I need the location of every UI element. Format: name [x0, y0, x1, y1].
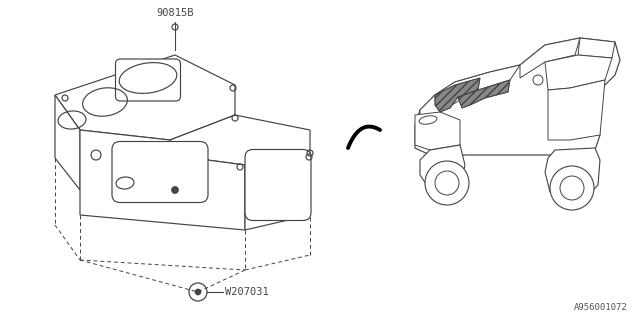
Polygon shape [578, 38, 615, 58]
Polygon shape [80, 130, 245, 230]
Polygon shape [548, 80, 605, 140]
Polygon shape [170, 115, 310, 165]
Polygon shape [545, 55, 612, 90]
Circle shape [425, 161, 469, 205]
Polygon shape [55, 55, 235, 140]
FancyBboxPatch shape [245, 149, 311, 220]
Circle shape [172, 187, 179, 194]
Polygon shape [55, 95, 80, 190]
Text: A956001072: A956001072 [574, 303, 628, 312]
Text: 90815B: 90815B [156, 8, 194, 18]
Polygon shape [458, 80, 510, 108]
Polygon shape [415, 112, 460, 150]
Polygon shape [545, 148, 600, 202]
Polygon shape [415, 38, 620, 155]
Circle shape [550, 166, 594, 210]
Polygon shape [420, 145, 465, 195]
Polygon shape [435, 78, 480, 112]
FancyBboxPatch shape [115, 59, 180, 101]
FancyBboxPatch shape [112, 141, 208, 203]
Polygon shape [520, 38, 580, 78]
Circle shape [195, 289, 201, 295]
Text: W207031: W207031 [225, 287, 269, 297]
Polygon shape [245, 155, 310, 230]
Polygon shape [420, 65, 520, 125]
